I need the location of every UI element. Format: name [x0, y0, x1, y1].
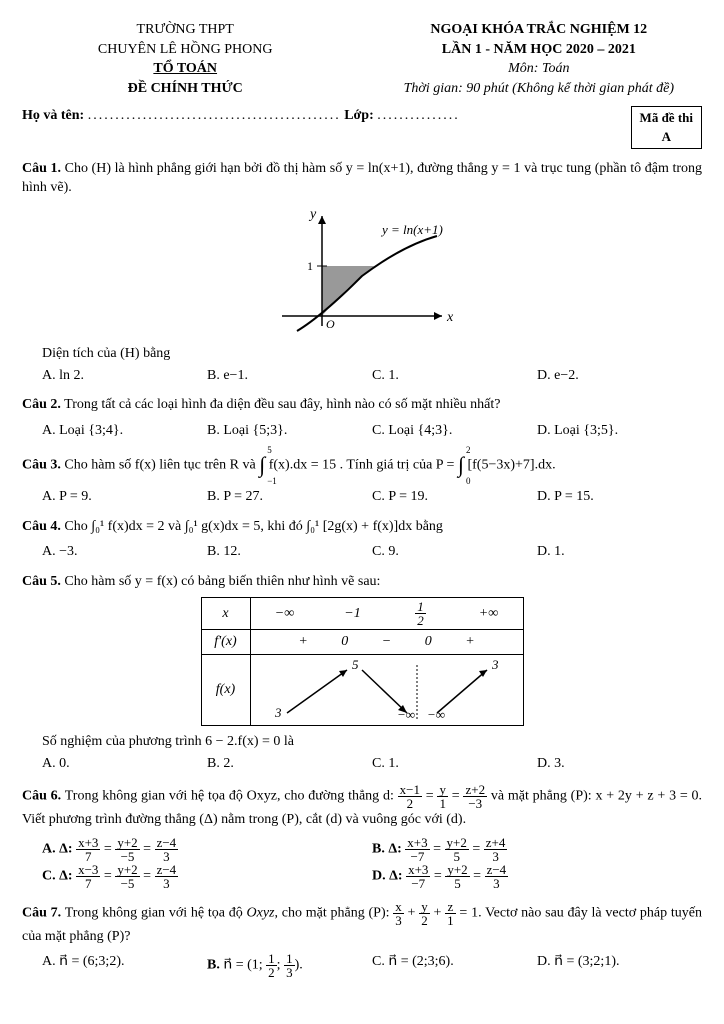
- code: A: [640, 128, 693, 146]
- official: ĐỀ CHÍNH THỨC: [22, 79, 348, 99]
- q1-opt-d[interactable]: D. e−2.: [537, 366, 702, 386]
- q7-opt-d[interactable]: D. n⃗ = (3;2;1).: [537, 952, 702, 979]
- svg-text:3: 3: [491, 657, 499, 672]
- q2-text: Trong tất cả các loại hình đa diện đều s…: [64, 397, 500, 412]
- q3-text2: . Tính giá trị của P =: [340, 458, 455, 473]
- class-label: Lớp:: [344, 108, 374, 123]
- q5-label: Câu 5.: [22, 574, 61, 589]
- q2-opt-d[interactable]: D. Loại {3;5}.: [537, 421, 702, 441]
- q3-opt-c[interactable]: C. P = 19.: [372, 487, 537, 507]
- q1-label: Câu 1.: [22, 161, 61, 176]
- svg-text:1: 1: [307, 259, 313, 273]
- q2-label: Câu 2.: [22, 397, 61, 412]
- q7-label: Câu 7.: [22, 906, 61, 921]
- q4-opt-d[interactable]: D. 1.: [537, 542, 702, 562]
- q4-opt-b[interactable]: B. 12.: [207, 542, 372, 562]
- q5-opt-a[interactable]: A. 0.: [42, 754, 207, 774]
- q1-text: Cho (H) là hình phẳng giới hạn bởi đồ th…: [22, 161, 702, 196]
- q1-sub: Diện tích của (H) bằng: [42, 344, 702, 364]
- svg-text:y = ln(x+1): y = ln(x+1): [380, 222, 443, 237]
- q3-text1: Cho hàm số f(x) liên tục trên R và: [64, 458, 255, 473]
- q3-opt-a[interactable]: A. P = 9.: [42, 487, 207, 507]
- q6-opt-c[interactable]: C. Δ: x−37 = y+2−5 = z−43: [42, 863, 372, 890]
- name-label: Họ và tên:: [22, 108, 84, 123]
- class-dots: ...............: [377, 108, 460, 123]
- svg-text:5: 5: [352, 657, 359, 672]
- q7-opt-b[interactable]: B. n⃗ = (1; 12; 13).: [207, 952, 372, 979]
- name-dots: ........................................…: [88, 108, 341, 123]
- q3-integral1: ∫5−1: [259, 450, 265, 481]
- svg-text:3: 3: [274, 705, 282, 720]
- q4-label: Câu 4.: [22, 519, 61, 534]
- q6-opt-d[interactable]: D. Δ: x+3−7 = y+25 = z−43: [372, 863, 702, 890]
- q5-opt-b[interactable]: B. 2.: [207, 754, 372, 774]
- q6-text1: Trong không gian với hệ tọa độ Oxyz, cho…: [65, 789, 394, 804]
- q5-table: x −∞ −1 12 +∞ f'(x) + 0 − 0 + f(x) 5 3 3…: [22, 597, 702, 726]
- subject: Môn: Toán: [376, 59, 702, 79]
- q1-opt-b[interactable]: B. e−1.: [207, 366, 372, 386]
- q3-label: Câu 3.: [22, 458, 61, 473]
- svg-text:O: O: [326, 317, 335, 331]
- q6-label: Câu 6.: [22, 789, 61, 804]
- q5-sub: Số nghiệm của phương trình 6 − 2.f(x) = …: [42, 732, 702, 752]
- q4-opt-c[interactable]: C. 9.: [372, 542, 537, 562]
- code-label: Mã đề thi: [640, 109, 693, 127]
- svg-text:x: x: [446, 310, 454, 325]
- q3-int2-body: [f(5−3x)+7].dx: [467, 458, 552, 473]
- school-line1: TRƯỜNG THPT: [22, 20, 348, 40]
- time: Thời gian: 90 phút (Không kể thời gian p…: [376, 79, 702, 99]
- dept: TỔ TOÁN: [22, 59, 348, 79]
- q6-opt-b[interactable]: B. Δ: x+3−7 = y+25 = z+43: [372, 836, 702, 863]
- title2: LẦN 1 - NĂM HỌC 2020 – 2021: [376, 40, 702, 60]
- q2-opt-a[interactable]: A. Loại {3;4}.: [42, 421, 207, 441]
- q1-graph: x y O 1 y = ln(x+1): [22, 206, 702, 336]
- q5-opt-d[interactable]: D. 3.: [537, 754, 702, 774]
- q7-opt-a[interactable]: A. n⃗ = (6;3;2).: [42, 952, 207, 979]
- q1-opt-a[interactable]: A. ln 2.: [42, 366, 207, 386]
- q5-opt-c[interactable]: C. 1.: [372, 754, 537, 774]
- q3-integral2: ∫20: [458, 450, 464, 481]
- q1-opt-c[interactable]: C. 1.: [372, 366, 537, 386]
- q3-int1-body: f(x).dx = 15: [269, 458, 336, 473]
- q7-opt-c[interactable]: C. n⃗ = (2;3;6).: [372, 952, 537, 979]
- q5-text: Cho hàm số y = f(x) có bảng biến thiên n…: [64, 574, 380, 589]
- q4-opt-a[interactable]: A. −3.: [42, 542, 207, 562]
- q3-opt-b[interactable]: B. P = 27.: [207, 487, 372, 507]
- q3-opt-d[interactable]: D. P = 15.: [537, 487, 702, 507]
- q2-opt-b[interactable]: B. Loại {5;3}.: [207, 421, 372, 441]
- q4-text: Cho ∫₀¹ f(x)dx = 2 và ∫₀¹ g(x)dx = 5, kh…: [64, 519, 443, 534]
- q6-opt-a[interactable]: A. Δ: x+37 = y+2−5 = z−43: [42, 836, 372, 863]
- svg-text:y: y: [308, 207, 317, 222]
- q2-opt-c[interactable]: C. Loại {4;3}.: [372, 421, 537, 441]
- title1: NGOẠI KHÓA TRẮC NGHIỆM 12: [376, 20, 702, 40]
- q7-text-pre: Trong không gian với hệ tọa độ Oxyz, cho…: [65, 906, 394, 921]
- school-line2: CHUYÊN LÊ HỒNG PHONG: [22, 40, 348, 60]
